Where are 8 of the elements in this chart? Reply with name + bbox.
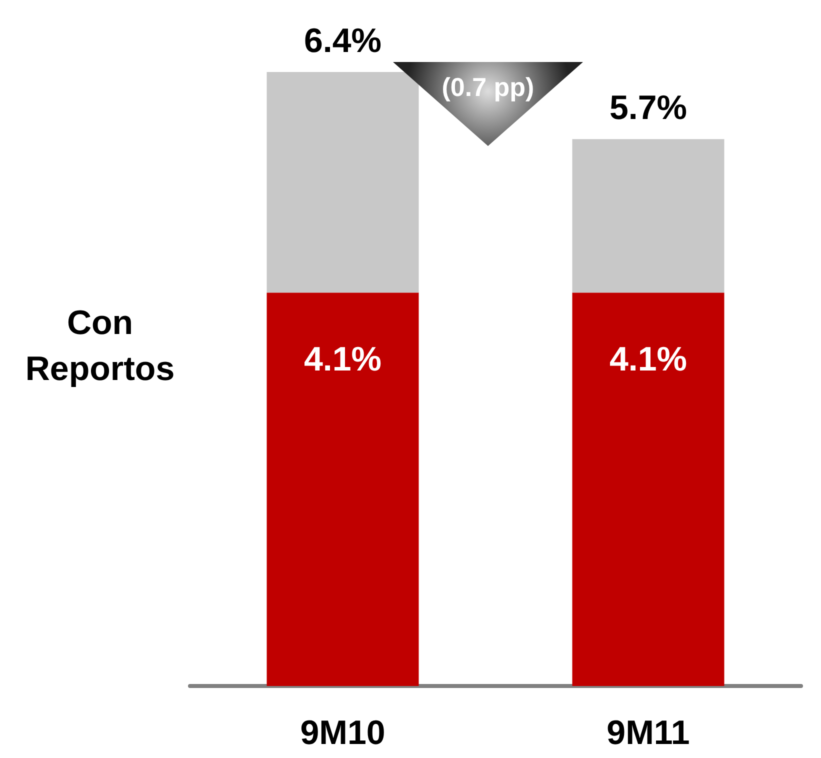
x-tick-label: 9M10 — [300, 714, 386, 752]
data-label: 4.1% — [304, 340, 382, 379]
data-label: 4.1% — [610, 340, 687, 379]
x-tick-label: 9M11 — [606, 714, 690, 752]
total-label: 5.7% — [610, 89, 687, 128]
text: Con Reportos — [24, 303, 176, 390]
annotation: (0.7 pp) — [440, 72, 536, 103]
total-label: 6.4% — [304, 22, 382, 60]
